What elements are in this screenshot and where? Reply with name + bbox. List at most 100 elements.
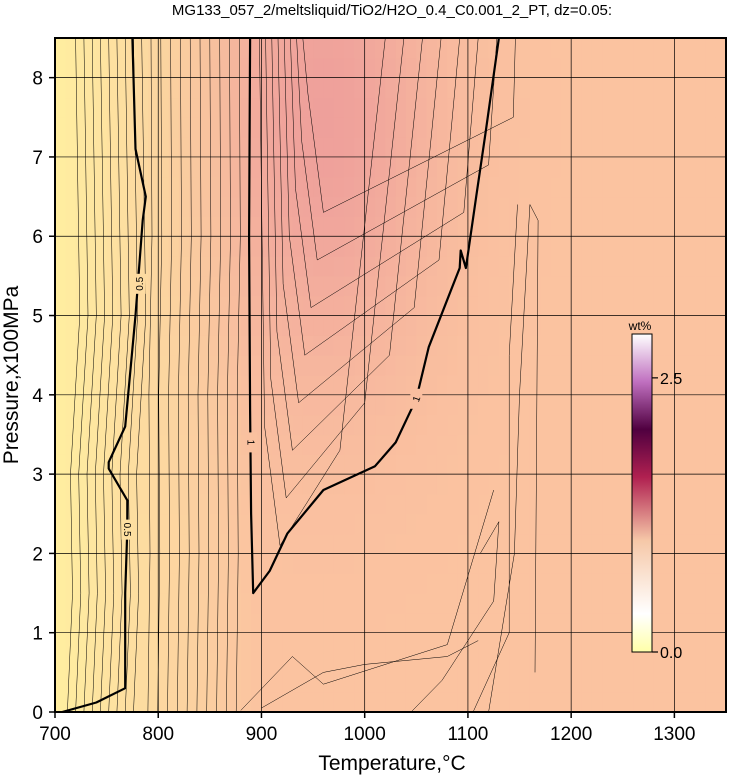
heat-cell [127, 97, 139, 118]
heat-cell [313, 593, 324, 614]
heat-cell [684, 97, 696, 118]
heat-cell [292, 137, 304, 158]
heat-cell [447, 256, 459, 277]
heat-cell [488, 553, 500, 574]
heat-cell [116, 315, 128, 336]
heat-cell [467, 38, 479, 59]
heat-cell [65, 315, 77, 336]
heat-cell [633, 652, 645, 673]
heat-cell [633, 196, 645, 218]
heat-cell [292, 256, 304, 277]
heat-cell [519, 513, 531, 535]
heat-cell [178, 355, 190, 376]
heat-cell [282, 454, 294, 475]
heat-cell [509, 692, 521, 712]
heat-cell [333, 38, 345, 59]
heat-cell [116, 692, 128, 712]
heat-cell [302, 414, 314, 436]
heat-cell [643, 38, 655, 59]
heat-cell [550, 176, 562, 198]
heatmap-field [55, 38, 726, 712]
heat-cell [529, 573, 541, 594]
heat-cell [292, 216, 304, 237]
heat-cell [447, 632, 459, 654]
heat-cell [395, 474, 407, 495]
heat-cell [344, 632, 355, 654]
heat-cell [664, 196, 675, 218]
heat-cell [529, 375, 541, 396]
heat-cell [395, 77, 407, 99]
heat-cell [488, 315, 500, 336]
heat-cell [664, 315, 675, 336]
heat-cell [127, 375, 139, 396]
heat-cell [96, 275, 108, 297]
heat-cell [664, 216, 675, 237]
heat-cell [715, 513, 726, 535]
y-axis-label: Pressure,x100MPa [0, 285, 23, 464]
heat-cell [209, 176, 221, 198]
heat-cell [168, 434, 180, 455]
heat-cell [426, 156, 438, 178]
heat-cell [591, 612, 603, 634]
heat-cell [96, 652, 108, 673]
y-tick-label: 1 [32, 624, 43, 645]
heat-cell [85, 474, 97, 495]
heat-cell [158, 295, 170, 317]
heat-cell [405, 632, 417, 654]
heat-cell [333, 196, 345, 218]
heat-cell [612, 414, 624, 436]
heat-cell [116, 236, 128, 257]
heat-cell [271, 97, 283, 118]
heat-cell [560, 196, 572, 218]
heat-cell [261, 315, 273, 336]
heat-cell [560, 295, 572, 317]
heat-cell [643, 117, 655, 138]
heat-cell [395, 335, 407, 356]
heat-cell [302, 513, 314, 535]
heat-cell [416, 672, 428, 693]
heat-cell [622, 196, 634, 218]
heat-cell [591, 632, 603, 654]
heat-cell [426, 493, 438, 515]
heat-cell [375, 593, 386, 614]
heat-cell [354, 295, 366, 317]
heat-cell [96, 434, 108, 455]
heat-cell [457, 593, 469, 614]
heat-cell [715, 672, 726, 693]
heat-cell [426, 454, 438, 475]
heat-cell [333, 434, 345, 455]
heat-cell [705, 236, 717, 257]
heat-cell [220, 612, 232, 634]
heat-cell [385, 315, 397, 336]
heat-cell [612, 612, 624, 634]
heat-cell [302, 57, 314, 79]
heat-cell [622, 335, 634, 356]
heat-cell [344, 375, 355, 396]
heat-cell [664, 355, 675, 376]
heat-cell [467, 375, 479, 396]
heat-cell [137, 672, 149, 693]
heat-cell [498, 533, 510, 555]
heat-cell [602, 375, 614, 396]
heat-cell [560, 216, 572, 237]
heat-cell [550, 236, 562, 257]
heat-cell [395, 275, 407, 297]
heat-cell [715, 394, 726, 416]
heat-cell [602, 256, 614, 277]
heat-cell [426, 632, 438, 654]
heat-cell [178, 216, 190, 237]
heat-cell [715, 256, 726, 277]
heat-cell [282, 256, 294, 277]
heat-cell [571, 315, 583, 336]
heat-cell [643, 236, 655, 257]
heat-cell [395, 156, 407, 178]
heat-cell [240, 236, 252, 257]
heat-cell [529, 394, 541, 416]
heat-cell [571, 355, 583, 376]
heat-cell [478, 38, 490, 59]
heat-cell [467, 493, 479, 515]
heat-cell [664, 375, 675, 396]
heat-cell [540, 533, 552, 555]
heat-cell [251, 137, 263, 158]
heat-cell [158, 394, 170, 416]
